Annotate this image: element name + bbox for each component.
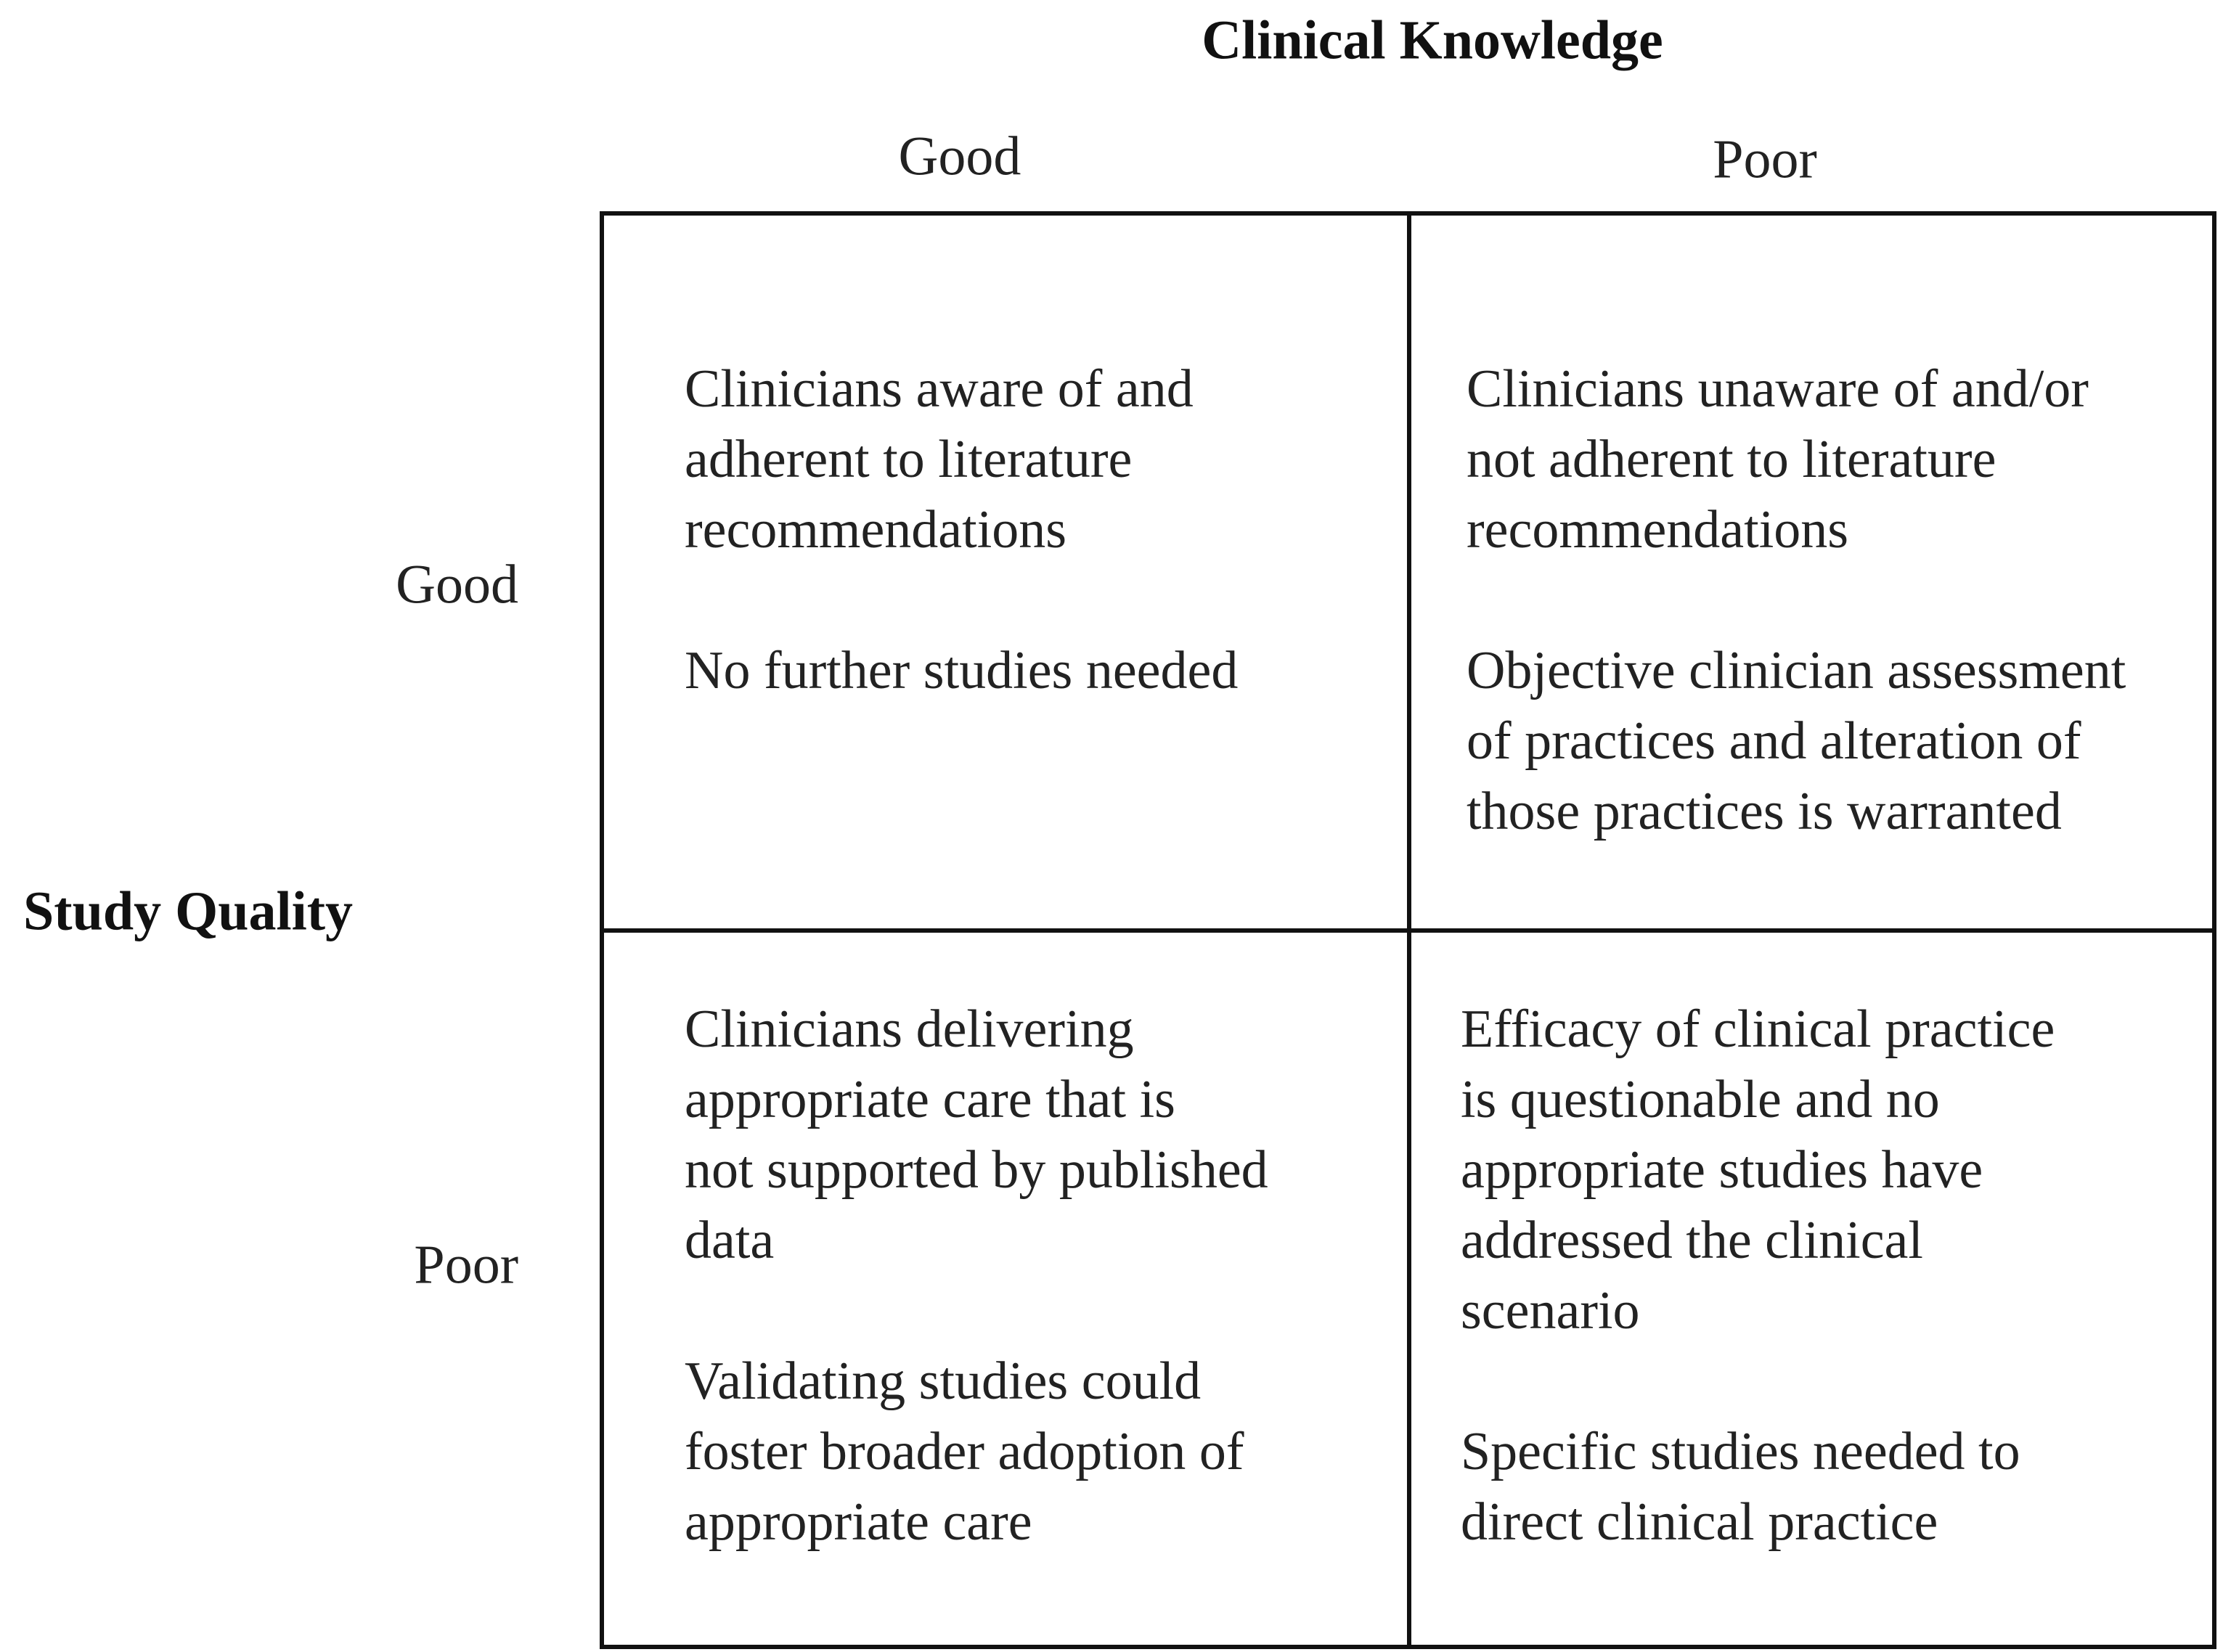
cell-text: Clinicians unaware of and/or — [1467, 359, 2089, 419]
cell-text: data — [685, 1211, 774, 1270]
cell-text: Objective clinician assessment — [1467, 641, 2126, 700]
cell-text: appropriate care that is — [685, 1070, 1175, 1129]
cell-text: direct clinical practice — [1461, 1492, 1938, 1552]
cell-text: appropriate studies have — [1461, 1140, 1983, 1200]
cell-text: Specific studies needed to — [1461, 1422, 2020, 1481]
cell-text: addressed the clinical — [1461, 1211, 1923, 1270]
cell-text: not supported by published — [685, 1140, 1268, 1200]
cell-text: Validating studies could — [685, 1352, 1201, 1411]
column-header: Clinical Knowledge — [1202, 9, 1663, 70]
cell-text: Clinicians delivering — [685, 999, 1134, 1059]
cell-text: Efficacy of clinical practice — [1461, 999, 2055, 1059]
cell-text: adherent to literature — [685, 430, 1132, 489]
cell-text: foster broader adoption of — [685, 1422, 1244, 1481]
cell-text: not adherent to literature — [1467, 430, 1996, 489]
cell-text: recommendations — [685, 500, 1066, 560]
column-label: Poor — [1713, 128, 1817, 189]
cell-text: scenario — [1461, 1281, 1640, 1341]
cell-text: of practices and alteration of — [1467, 711, 2081, 771]
row-label: Poor — [414, 1234, 518, 1295]
cell-text: those practices is warranted — [1467, 782, 2062, 841]
cell-text: is questionable and no — [1461, 1070, 1940, 1129]
row-label: Good — [396, 554, 518, 615]
cell-text: Clinicians aware of and — [685, 359, 1194, 419]
cell-text: appropriate care — [685, 1492, 1032, 1552]
cell-text: recommendations — [1467, 500, 1848, 560]
cell-text: No further studies needed — [685, 641, 1238, 700]
column-label: Good — [899, 126, 1021, 187]
row-header: Study Quality — [23, 880, 353, 941]
